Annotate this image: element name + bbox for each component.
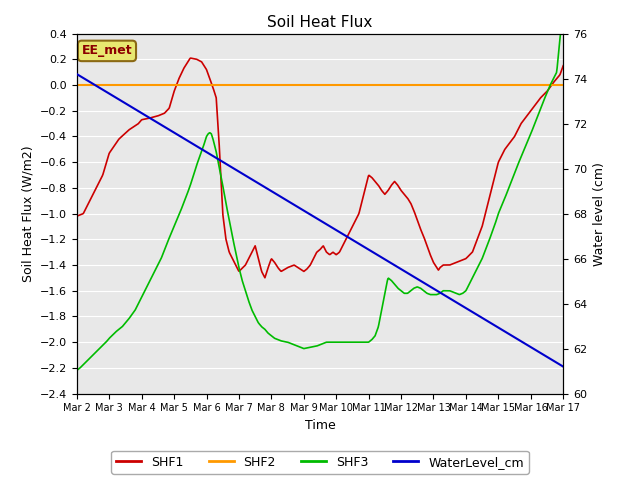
Legend: SHF1, SHF2, SHF3, WaterLevel_cm: SHF1, SHF2, SHF3, WaterLevel_cm [111, 451, 529, 474]
Title: Soil Heat Flux: Soil Heat Flux [268, 15, 372, 30]
Y-axis label: Soil Heat Flux (W/m2): Soil Heat Flux (W/m2) [21, 145, 35, 282]
Text: EE_met: EE_met [82, 44, 132, 58]
Y-axis label: Water level (cm): Water level (cm) [593, 162, 605, 265]
X-axis label: Time: Time [305, 419, 335, 432]
